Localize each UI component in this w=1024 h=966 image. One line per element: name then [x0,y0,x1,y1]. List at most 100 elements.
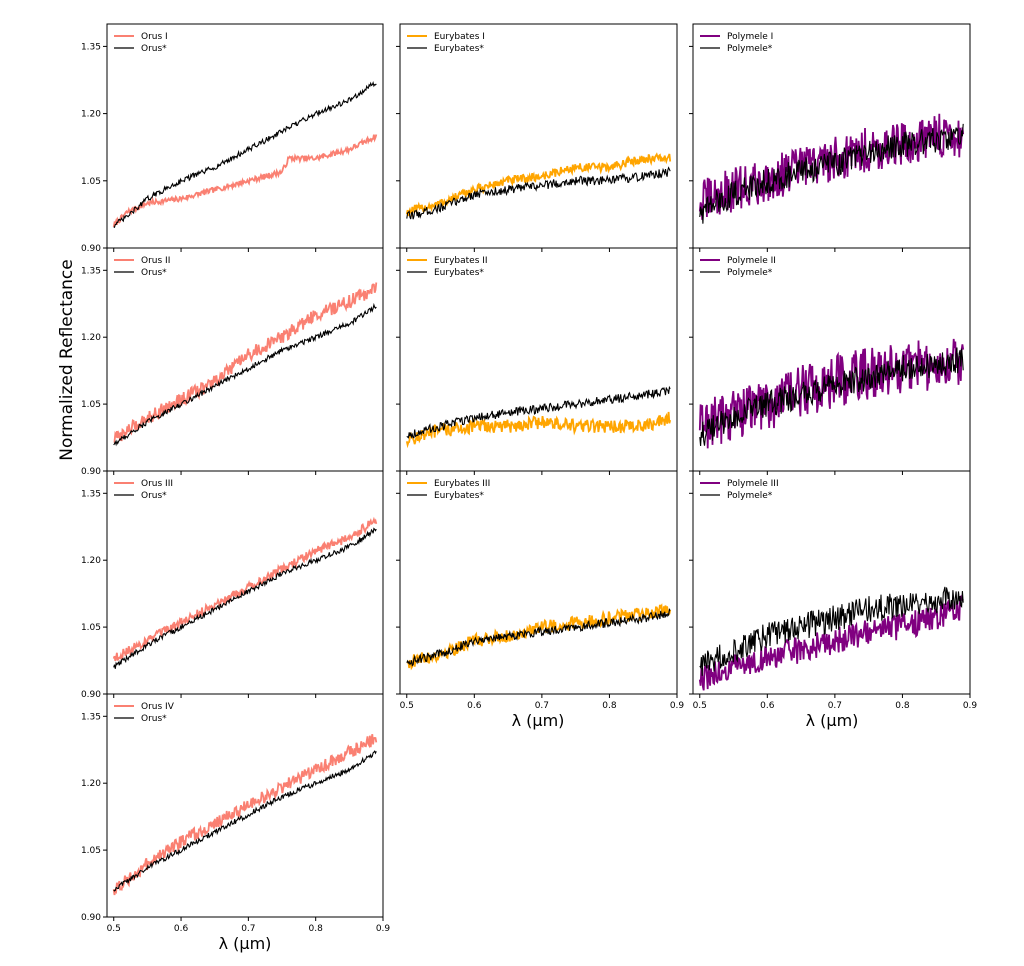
legend-label: Eurybates* [434,268,484,278]
series-line-polymele-ii [698,338,965,449]
y-tick-label: 1.35 [81,712,101,722]
legend: Orus II Orus* [114,256,170,278]
x-tick-label: 0.6 [760,701,775,711]
series-line-orus [113,81,377,229]
series-line-eurybates [406,608,671,667]
series-line-eurybates-i [405,152,672,218]
legend-label: Orus I [141,32,168,42]
y-tick-label: 1.05 [81,846,101,856]
x-axis-label-col3: λ (μm) [806,711,859,730]
axes-frame [692,23,971,249]
legend-label: Orus* [141,491,167,501]
panel-polymele-ii: Polymele II Polymele* [689,247,971,475]
legend-label: Polymele III [727,479,779,489]
y-tick-label: 0.90 [81,467,101,477]
y-tick-label: 1.05 [81,623,101,633]
legend: Eurybates II Eurybates* [407,256,488,278]
x-axis-label-col2: λ (μm) [512,711,565,730]
panel-eurybates-i: Eurybates I Eurybates* [396,23,678,252]
legend-label: Orus* [141,268,167,278]
legend: Polymele III Polymele* [700,479,779,501]
series-line-orus-i [112,134,378,228]
series-line-polymele [699,123,964,224]
series-line-eurybates [406,166,671,220]
x-tick-label: 0.7 [828,701,842,711]
legend: Orus IV Orus* [114,702,175,724]
x-tick-label: 0.8 [895,701,910,711]
y-tick-label: 1.35 [81,266,101,276]
axes-frame [399,470,678,695]
y-tick-label: 1.20 [81,333,101,343]
legend: Eurybates I Eurybates* [407,32,485,54]
axes-frame [106,693,384,918]
x-tick-label: 0.7 [535,701,549,711]
legend-label: Polymele* [727,44,773,54]
series-line-orus [113,750,377,892]
panel-orus-i: 0.90 1.05 1.20 1.35 Orus I Orus* [81,23,384,254]
y-tick-label: 1.20 [81,110,101,120]
legend-label: Orus II [141,256,170,266]
legend-label: Eurybates III [434,479,490,489]
series-line-eurybates-ii [405,411,672,449]
panel-eurybates-iii: 0.5 0.6 0.7 0.8 0.9 Eurybates III Eurybates* [396,470,685,711]
series-line-orus [113,527,377,669]
y-tick-label: 1.35 [81,42,101,52]
x-tick-label: 0.5 [400,701,414,711]
legend-label: Polymele* [727,491,773,501]
legend: Eurybates III Eurybates* [407,479,490,501]
y-tick-label: 0.90 [81,913,101,923]
legend-label: Polymele I [727,32,773,42]
legend-label: Eurybates I [434,32,485,42]
series-line-polymele-i [698,113,965,220]
legend: Polymele II Polymele* [700,256,776,278]
axes-frame [106,23,384,249]
panel-polymele-i: Polymele I Polymele* [689,23,971,252]
y-tick-label: 0.90 [81,690,101,700]
series-line-polymele-iii [698,594,964,691]
x-tick-label: 0.7 [241,924,255,934]
legend-label: Eurybates* [434,491,484,501]
legend-label: Orus IV [141,702,175,712]
axes-frame [692,470,971,695]
axes-frame [106,470,384,695]
legend-label: Eurybates II [434,256,488,266]
y-axis-label: Normalized Reflectance [57,259,77,461]
panel-eurybates-ii: Eurybates II Eurybates* [396,247,678,475]
series-line-polymele [699,586,964,676]
series-line-polymele [699,347,964,447]
x-tick-label: 0.5 [693,701,707,711]
legend: Orus III Orus* [114,479,173,501]
x-tick-label: 0.6 [467,701,482,711]
x-tick-label: 0.9 [376,924,391,934]
panel-orus-iii: 0.90 1.05 1.20 1.35 Orus III Orus* [81,470,384,700]
x-axis-label-col1: λ (μm) [219,934,272,953]
x-tick-label: 0.5 [107,924,121,934]
legend-label: Polymele II [727,256,776,266]
legend: Polymele I Polymele* [700,32,773,54]
x-tick-label: 0.6 [174,924,189,934]
series-line-eurybates [406,385,671,439]
y-tick-label: 1.05 [81,400,101,410]
axes-frame [399,23,678,249]
x-tick-label: 0.8 [602,701,617,711]
series-line-orus [113,302,377,447]
series-line-eurybates-iii [406,603,672,671]
x-tick-label: 0.9 [963,701,978,711]
y-tick-label: 1.35 [81,489,101,499]
x-tick-label: 0.8 [309,924,324,934]
y-tick-label: 1.20 [81,779,101,789]
y-tick-label: 0.90 [81,244,101,254]
legend-label: Orus* [141,44,167,54]
series-line-orus-iv [112,734,378,896]
panel-orus-ii: 0.90 1.05 1.20 1.35 Orus II Orus* [81,247,384,477]
x-tick-label: 0.9 [670,701,685,711]
panel-polymele-iii: 0.5 0.6 0.7 0.8 0.9 Polymele III Polymele* [689,470,978,711]
legend-label: Orus III [141,479,173,489]
legend-label: Orus* [141,714,167,724]
legend-label: Polymele* [727,268,773,278]
legend: Orus I Orus* [114,32,168,54]
y-tick-label: 1.20 [81,556,101,566]
